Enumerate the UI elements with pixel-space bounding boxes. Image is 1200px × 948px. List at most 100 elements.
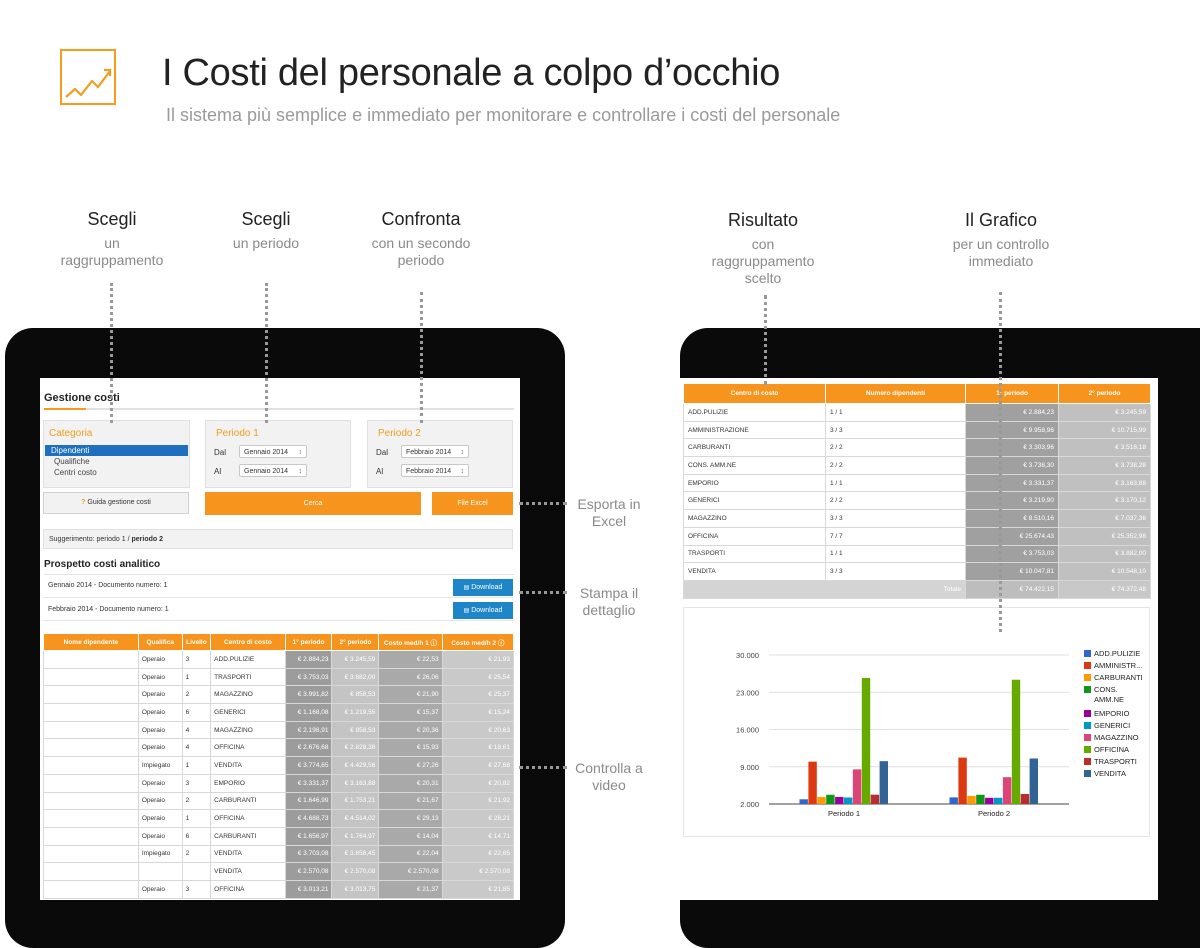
bar-generici bbox=[844, 797, 853, 804]
periodo2-dal-select[interactable]: Febbraio 2014 bbox=[401, 445, 469, 458]
costo-2-cell: € 15,24 bbox=[441, 703, 515, 722]
table-row: VENDITA € 2.570,08 € 2.570,08 € 2.570,08 € 2… bbox=[43, 862, 515, 881]
annotation-scegli-periodo: Scegli un periodo bbox=[232, 209, 300, 251]
nome-cell bbox=[43, 650, 139, 669]
total-periodo-1: € 74.422,15 bbox=[965, 579, 1059, 599]
categoria-option-centri-costo[interactable]: Centri costo bbox=[54, 468, 97, 477]
col-centro-costo[interactable]: Centro di costo bbox=[210, 633, 286, 651]
periodo2-label: Periodo 2 bbox=[378, 428, 421, 439]
download-button[interactable]: ▤ Download bbox=[453, 602, 513, 619]
periodo-2-cell: € 3.882,00 bbox=[331, 667, 380, 687]
periodo1-dal-select[interactable]: Gennaio 2014 bbox=[239, 445, 307, 458]
suggerimento-bold: periodo 2 bbox=[131, 536, 164, 543]
col-periodo-2[interactable]: 2° periodo bbox=[331, 633, 380, 651]
periodo-1-cell: € 8.510,16 bbox=[965, 509, 1059, 528]
annotation-grafico: Il Grafico per un controllo immediato bbox=[952, 210, 1050, 269]
col-centro-costo[interactable]: Centro di costo bbox=[683, 383, 826, 404]
table-row: Operaio 1 TRASPORTI € 3.753,03 € 3.882,00 € 2… bbox=[43, 667, 515, 687]
qualifica-cell: Operaio bbox=[137, 791, 183, 811]
col-periodo-2[interactable]: 2° periodo bbox=[1058, 383, 1151, 404]
livello-cell: 2 bbox=[181, 685, 212, 705]
costo-2-cell: € 28,21 bbox=[441, 809, 515, 828]
y-tick-label: 30.000 bbox=[736, 651, 759, 660]
info-icon: ⓘ bbox=[497, 640, 505, 647]
y-tick-label: 23.000 bbox=[736, 688, 759, 697]
categoria-option-dipendenti[interactable]: Dipendenti bbox=[45, 445, 188, 456]
periodo-1-cell: € 1.168,08 bbox=[284, 703, 333, 722]
total-row: Totale € 74.422,15 € 74.372,48 bbox=[683, 579, 1151, 599]
download-button[interactable]: ▤ Download bbox=[453, 579, 513, 596]
periodo-1-cell: € 25.674,43 bbox=[965, 526, 1059, 546]
download-icon: ▤ bbox=[463, 608, 470, 614]
nome-cell bbox=[43, 791, 139, 811]
col-livello[interactable]: Livello bbox=[181, 633, 212, 651]
bar-emporio bbox=[835, 796, 844, 804]
costo-1-cell: € 22,04 bbox=[378, 844, 443, 864]
y-tick-label: 2.000 bbox=[740, 800, 759, 809]
centro-costo-cell: TRASPORTI bbox=[683, 544, 826, 564]
col-numero-dipendenti[interactable]: Numero dipendenti bbox=[825, 383, 966, 404]
table-row: Impiegato 1 VENDITA € 3.774,65 € 4.429,56 € 2… bbox=[43, 756, 515, 775]
qualifica-cell: Operaio bbox=[137, 703, 183, 722]
periodo1-al-select[interactable]: Gennaio 2014 bbox=[239, 464, 307, 477]
costo-2-cell: € 27,68 bbox=[441, 756, 515, 775]
costo-1-cell: € 22,53 bbox=[378, 650, 443, 669]
costo-1-cell: € 21,67 bbox=[378, 791, 443, 811]
legend-label: GENERICI bbox=[1094, 721, 1130, 730]
legend-swatch bbox=[1084, 650, 1091, 657]
periodo-1-cell: € 3.303,96 bbox=[965, 438, 1059, 458]
categoria-option-qualifiche[interactable]: Qualifiche bbox=[54, 457, 90, 466]
chart-trend-icon bbox=[60, 49, 116, 105]
document-row: Febbraio 2014 - Documento numero: 1 ▤ Do… bbox=[43, 600, 513, 621]
numero-dipendenti-cell: 3 / 3 bbox=[825, 420, 966, 440]
bar-cons-amm-ne bbox=[976, 794, 985, 804]
periodo-1-cell: € 3.753,03 bbox=[965, 544, 1059, 564]
centro-costo-cell: OFFICINA bbox=[210, 738, 286, 758]
livello-cell: 1 bbox=[181, 809, 212, 828]
file-excel-button[interactable]: File Excel bbox=[432, 492, 513, 515]
qualifica-cell: Operaio bbox=[137, 667, 183, 687]
table-row: OFFICINA 7 / 7 € 25.674,43 € 25.352,98 bbox=[683, 526, 1151, 546]
legend-label: AMMINISTR... bbox=[1094, 661, 1142, 670]
table-row: Operaio 3 OFFICINA € 3.013,21 € 3.013,75 € 21… bbox=[43, 879, 515, 899]
info-icon: ⓘ bbox=[430, 640, 438, 647]
employees-table: Nome dipendente Qualifica Livello Centro… bbox=[43, 633, 515, 899]
costo-1-cell: € 27,26 bbox=[378, 756, 443, 775]
bar-magazzino bbox=[1002, 777, 1012, 804]
col-qualifica[interactable]: Qualifica bbox=[137, 633, 183, 651]
left-screen: Gestione costi Categoria Dipendenti Qual… bbox=[40, 378, 520, 900]
dotted-connector bbox=[519, 502, 567, 505]
periodo-2-cell: € 10.548,10 bbox=[1058, 562, 1151, 581]
col-costo-1[interactable]: Costo med/h 1 ⓘ bbox=[378, 633, 443, 651]
col-nome[interactable]: Nome dipendente bbox=[43, 633, 139, 651]
livello-cell: 3 bbox=[181, 650, 212, 669]
bar-carburanti bbox=[967, 795, 976, 804]
qualifica-cell: Impiegato bbox=[137, 756, 183, 775]
numero-dipendenti-cell: 2 / 2 bbox=[825, 491, 966, 511]
dotted-connector bbox=[999, 292, 1002, 632]
periodo2-al-select[interactable]: Febbraio 2014 bbox=[401, 464, 469, 477]
dotted-connector bbox=[519, 591, 567, 594]
livello-cell: 4 bbox=[181, 738, 212, 758]
dotted-connector bbox=[110, 283, 113, 423]
qualifica-cell: Operaio bbox=[137, 879, 183, 899]
periodo1-panel: Periodo 1 Dal Gennaio 2014 Al Gennaio 20… bbox=[205, 420, 351, 488]
col-periodo-1[interactable]: 1° periodo bbox=[965, 383, 1059, 404]
livello-cell: 3 bbox=[181, 773, 212, 793]
cerca-button[interactable]: Cerca bbox=[205, 492, 421, 515]
col-costo-2[interactable]: Costo med/h 2 ⓘ bbox=[441, 633, 515, 651]
periodo-1-cell: € 4.688,73 bbox=[284, 809, 333, 828]
periodo-1-cell: € 2.884,23 bbox=[965, 403, 1059, 422]
periodo-2-cell: € 1.219,55 bbox=[331, 703, 380, 722]
nome-cell bbox=[43, 809, 139, 828]
bar-chart: 30.000 23.000 16.000 9.000 2.000 Periodo 1 Per… bbox=[736, 649, 1143, 818]
centro-costo-cell: GENERICI bbox=[683, 491, 826, 511]
periodo2-al-label: Al bbox=[376, 467, 384, 476]
nome-cell bbox=[43, 667, 139, 687]
right-screen: Centro di costo Numero dipendenti 1° per… bbox=[680, 378, 1158, 900]
guida-button[interactable]: ? Guida gestione costi bbox=[43, 492, 189, 514]
periodo-1-cell: € 9.958,96 bbox=[965, 420, 1059, 440]
result-table: Centro di costo Numero dipendenti 1° per… bbox=[683, 383, 1151, 599]
table-row: GENERICI 2 / 2 € 3.219,90 € 3.170,12 bbox=[683, 491, 1151, 511]
col-periodo-1[interactable]: 1° periodo bbox=[284, 633, 333, 651]
